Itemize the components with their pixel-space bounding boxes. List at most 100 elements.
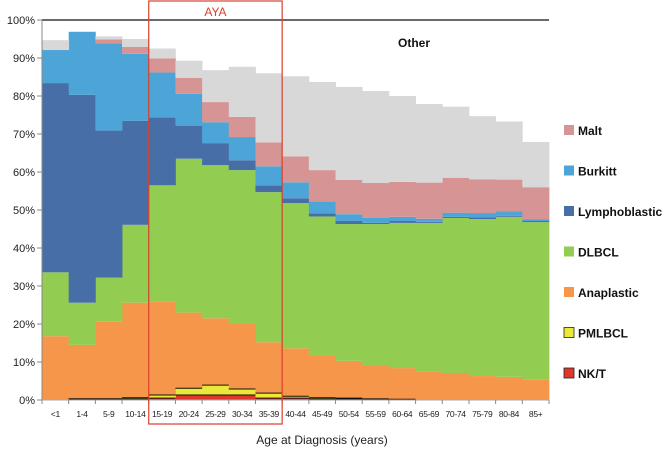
segment-anaplastic-40-44 <box>282 348 310 397</box>
legend-swatch <box>563 367 575 379</box>
segment-burkitt-85 <box>522 219 550 222</box>
segment-pmlbcl-20-24 <box>175 388 203 396</box>
segment-malt-60-64 <box>388 181 416 217</box>
legend-swatch <box>563 327 575 338</box>
segment-lymphoblastic-85 <box>522 221 550 223</box>
segment-anaplastic-50-54 <box>335 360 363 399</box>
x-tick-label: 40-44 <box>285 409 306 419</box>
segment-lymphoblastic-80-84 <box>495 215 523 217</box>
segment-burkitt-1 <box>42 50 70 84</box>
x-tick-label: 60-64 <box>392 409 413 419</box>
y-tick-label: 30% <box>13 281 35 293</box>
segment-malt-65-69 <box>415 182 443 219</box>
x-tick-label: 20-24 <box>179 409 200 419</box>
x-tick-label: 1-4 <box>76 409 88 419</box>
legend-item-pmlbcl: PMLBCL <box>563 327 628 341</box>
segment-other-5-9 <box>95 36 123 40</box>
segment-anaplastic-1 <box>42 336 70 400</box>
y-tick-label: 60% <box>13 167 35 179</box>
segment-dlbcl-1-4 <box>68 302 96 345</box>
segment-pmlbcl-30-34 <box>228 388 256 396</box>
segment-malt-35-39 <box>255 142 283 167</box>
segment-nk-t-20-24 <box>175 395 203 400</box>
y-tick-label: 0% <box>19 395 35 407</box>
segment-burkitt-65-69 <box>415 218 443 222</box>
segment-other-80-84 <box>495 121 523 180</box>
segment-dlbcl-20-24 <box>175 158 203 313</box>
segment-burkitt-40-44 <box>282 182 310 199</box>
legend-item-dlbcl: DLBCL <box>564 246 619 260</box>
segment-other-10-14 <box>122 39 150 47</box>
segment-nk-t-10-14 <box>122 398 150 400</box>
segment-malt-70-74 <box>442 177 470 213</box>
y-tick-label: 50% <box>13 205 35 217</box>
segment-anaplastic-25-29 <box>202 318 230 386</box>
segment-burkitt-1-4 <box>68 31 96 95</box>
segment-pmlbcl-40-44 <box>282 396 310 399</box>
x-axis: <1 1-4 5-9 10-14 15-19 20-24 25-29 30-34 35-39 40… <box>41 400 550 419</box>
x-tick-label: 50-54 <box>339 409 360 419</box>
segment-lymphoblastic-5-9 <box>95 130 123 278</box>
series-outlines <box>68 384 416 401</box>
x-tick-label: 15-19 <box>152 409 173 419</box>
segment-burkitt-30-34 <box>228 137 256 161</box>
segment-burkitt-35-39 <box>255 166 283 186</box>
segment-nk-t-15-19 <box>148 398 176 400</box>
segment-other-40-44 <box>282 76 310 157</box>
segment-dlbcl-80-84 <box>495 216 523 377</box>
y-axis: 0% 10% 20% 30% 40% 50% 60% 70% 80% 90% 100% <box>7 15 42 407</box>
segment-anaplastic-65-69 <box>415 371 443 400</box>
other-annotation: Other <box>398 36 430 50</box>
legend-label: PMLBCL <box>578 327 628 341</box>
legend-swatch <box>564 125 574 135</box>
segment-pmlbcl-10-14 <box>122 397 150 399</box>
segment-other-15-19 <box>148 48 176 59</box>
x-tick-label: 85+ <box>529 409 543 419</box>
segment-dlbcl-70-74 <box>442 217 470 374</box>
y-tick-label: 40% <box>13 243 35 255</box>
segment-dlbcl-35-39 <box>255 192 283 343</box>
segment-burkitt-5-9 <box>95 43 123 131</box>
segment-malt-50-54 <box>335 179 363 215</box>
legend-label: DLBCL <box>578 246 619 260</box>
segment-malt-80-84 <box>495 179 523 212</box>
aya-highlight-box <box>148 0 283 425</box>
segment-anaplastic-55-59 <box>362 365 390 399</box>
segment-other-85 <box>522 141 550 188</box>
segment-pmlbcl-45-49 <box>308 397 336 399</box>
legend-label: Lymphoblastic <box>578 205 663 219</box>
segment-burkitt-70-74 <box>442 212 470 217</box>
segment-nk-t-50-54 <box>335 398 363 400</box>
segment-dlbcl-85 <box>522 222 550 380</box>
segment-lymphoblastic-50-54 <box>335 221 363 225</box>
segment-nk-t-45-49 <box>308 398 336 400</box>
x-tick-label: <1 <box>51 409 61 419</box>
segment-burkitt-75-79 <box>468 213 497 218</box>
y-tick-label: 70% <box>13 129 35 141</box>
segment-pmlbcl-25-29 <box>202 385 230 396</box>
segment-dlbcl-25-29 <box>202 165 230 319</box>
segment-dlbcl-15-19 <box>148 185 176 302</box>
segment-lymphoblastic-15-19 <box>148 117 176 186</box>
segment-lymphoblastic-10-14 <box>122 120 150 225</box>
segment-malt-15-19 <box>148 58 176 73</box>
legend: Malt Burkitt Lymphoblastic DLBCL Anaplastic P… <box>563 124 663 381</box>
y-tick-label: 80% <box>13 91 35 103</box>
segment-nk-t-35-39 <box>255 398 283 400</box>
segment-nk-t-1-4 <box>68 398 96 400</box>
segment-burkitt-45-49 <box>308 201 336 214</box>
segment-lymphoblastic-1-4 <box>68 94 96 303</box>
legend-swatch <box>564 287 574 297</box>
segment-burkitt-50-54 <box>335 214 363 222</box>
x-tick-label: 55-59 <box>365 409 386 419</box>
x-tick-label: 45-49 <box>312 409 333 419</box>
segment-dlbcl-1 <box>42 272 70 337</box>
segment-lymphoblastic-55-59 <box>362 222 390 225</box>
segment-anaplastic-45-49 <box>308 355 336 398</box>
segment-nk-t-25-29 <box>202 395 230 400</box>
segment-burkitt-80-84 <box>495 211 523 216</box>
segment-malt-20-24 <box>175 77 203 94</box>
segment-nk-t-40-44 <box>282 398 310 400</box>
segment-lymphoblastic-60-64 <box>388 221 416 223</box>
y-tick-label: 20% <box>13 319 35 331</box>
